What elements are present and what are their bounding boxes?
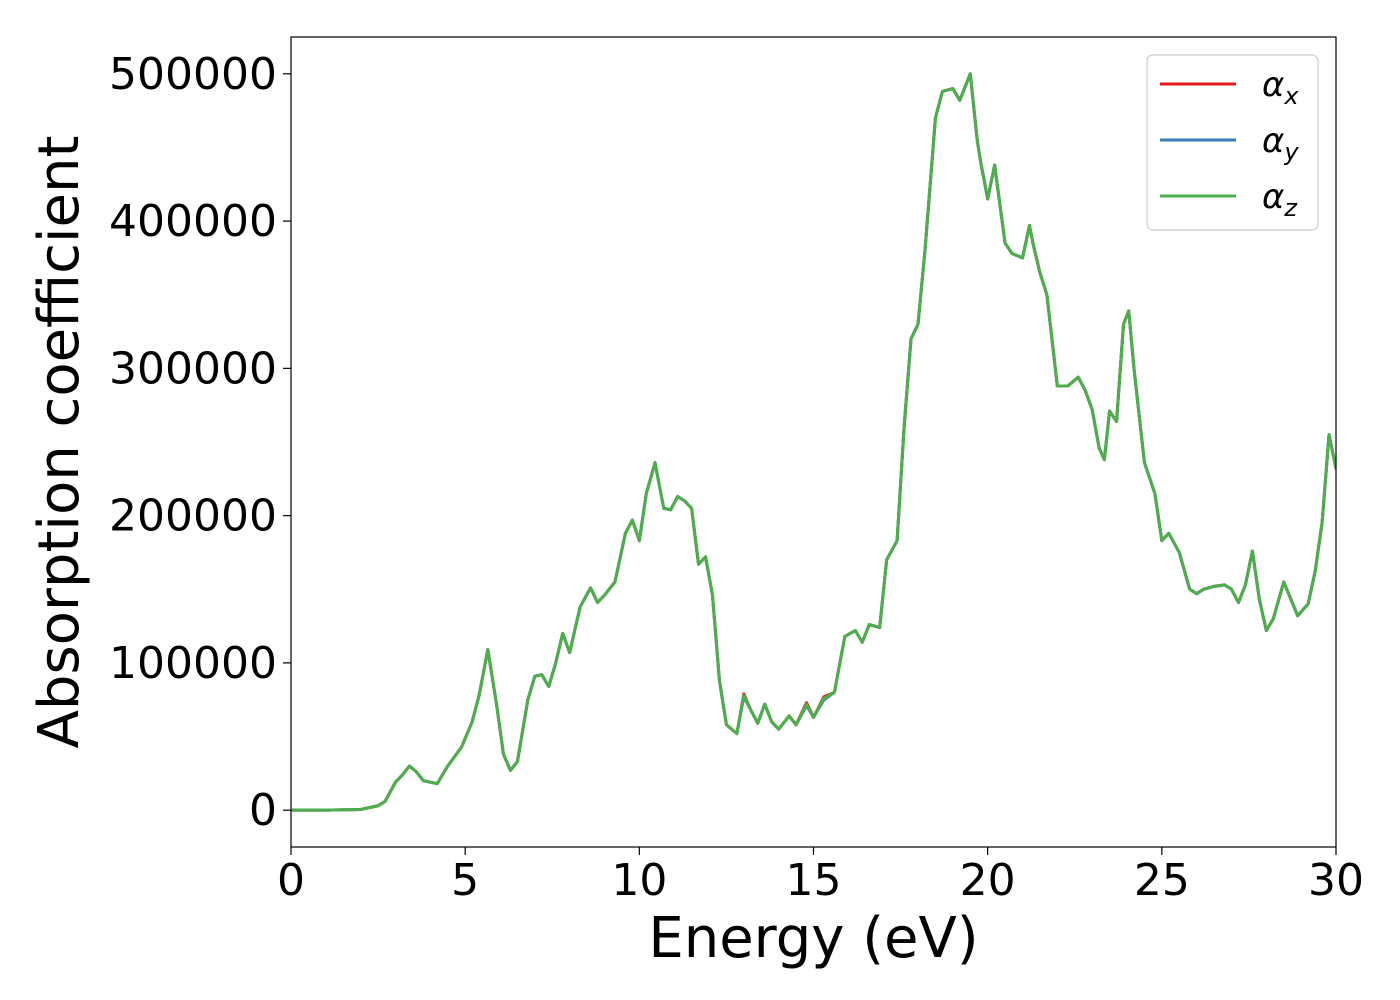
plot-area [291,72,1336,812]
x-tick-label: 25 [1134,855,1190,906]
plot-frame [290,36,1337,848]
y-tick-label: 400000 [109,196,277,247]
x-tick-label: 20 [960,855,1016,906]
y-tick-label: 200000 [109,491,277,542]
y-axis-ticks: 0 100000 200000 300000 400000 500000 [109,49,291,836]
x-tick-label: 10 [611,855,667,906]
legend-label: αy [1262,121,1299,166]
x-axis-ticks: 0 5 10 15 20 25 30 [277,847,1364,906]
y-axis-label: Absorption coefficient [27,136,92,749]
x-tick-label: 15 [786,855,842,906]
legend-box [1146,54,1319,231]
y-tick-label: 100000 [109,638,277,689]
y-tick-label: 0 [249,785,277,836]
x-tick-label: 0 [277,855,305,906]
x-tick-label: 30 [1308,855,1364,906]
series-line-alpha-z [291,72,1336,812]
legend-label: αx [1262,65,1299,110]
legend-label: αz [1262,177,1298,222]
x-tick-label: 5 [451,855,479,906]
x-axis-label: Energy (eV) [648,906,978,971]
y-tick-label: 300000 [109,343,277,394]
legend: αx αy αz [1146,54,1319,231]
y-tick-label: 500000 [109,49,277,100]
